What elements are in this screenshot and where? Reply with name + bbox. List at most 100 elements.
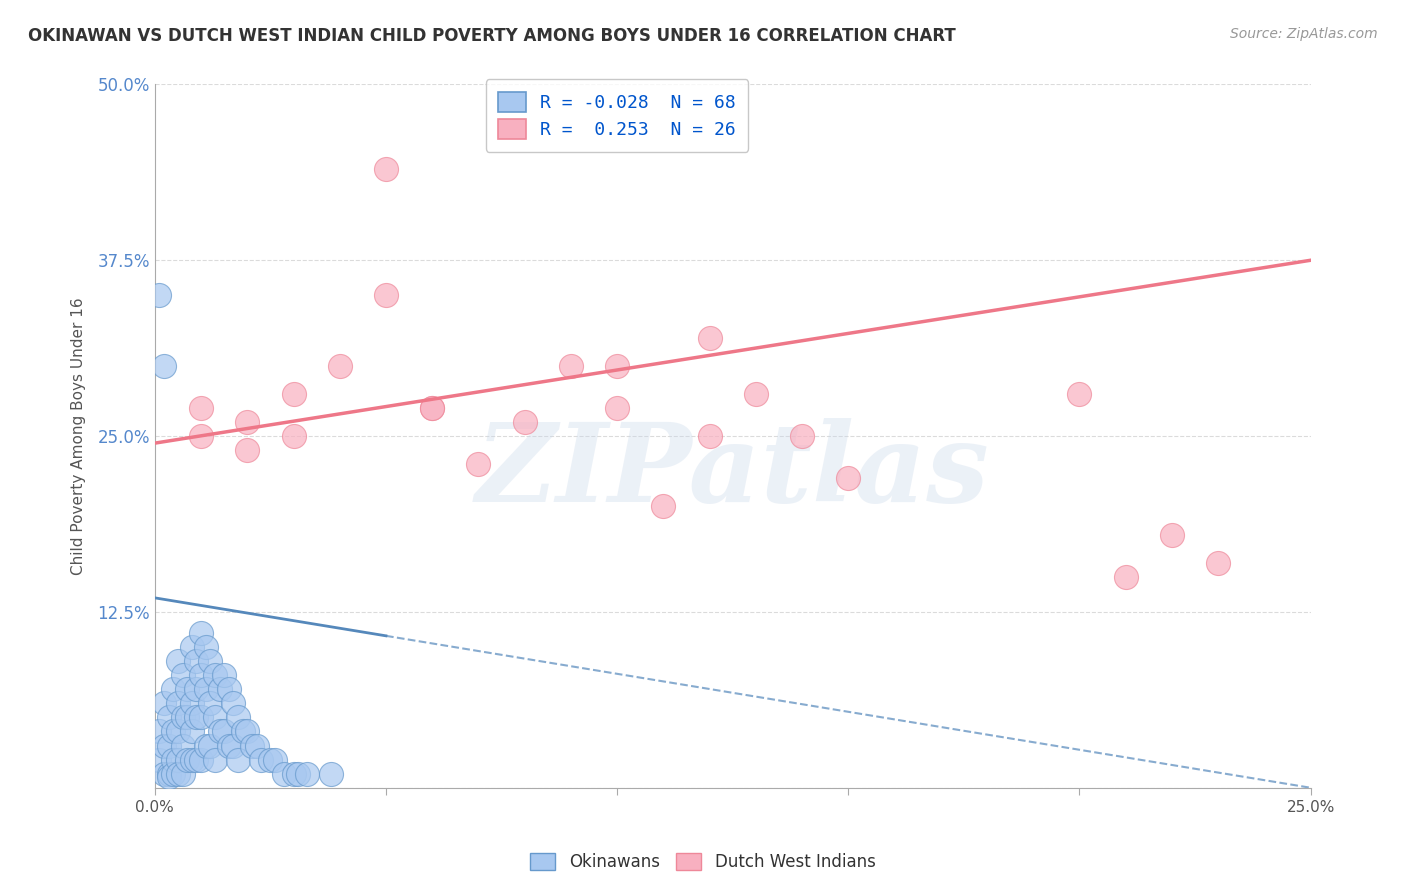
- Point: [218, 682, 240, 697]
- Point: [153, 766, 176, 780]
- Point: [190, 753, 212, 767]
- Point: [790, 429, 813, 443]
- Point: [186, 710, 208, 724]
- Text: ZIPatlas: ZIPatlas: [475, 417, 990, 525]
- Point: [172, 710, 194, 724]
- Point: [180, 640, 202, 654]
- Point: [420, 401, 443, 415]
- Point: [208, 724, 231, 739]
- Point: [167, 753, 190, 767]
- Point: [1206, 556, 1229, 570]
- Point: [236, 443, 259, 458]
- Point: [513, 415, 536, 429]
- Point: [375, 161, 398, 176]
- Point: [467, 457, 489, 471]
- Point: [375, 288, 398, 302]
- Point: [837, 471, 859, 485]
- Point: [226, 710, 249, 724]
- Point: [1069, 387, 1091, 401]
- Legend: R = -0.028  N = 68, R =  0.253  N = 26: R = -0.028 N = 68, R = 0.253 N = 26: [486, 79, 748, 152]
- Point: [329, 359, 352, 373]
- Point: [259, 753, 281, 767]
- Point: [250, 753, 273, 767]
- Point: [264, 753, 287, 767]
- Point: [200, 697, 222, 711]
- Point: [204, 753, 226, 767]
- Point: [162, 724, 184, 739]
- Point: [190, 668, 212, 682]
- Point: [162, 682, 184, 697]
- Point: [283, 766, 305, 780]
- Point: [162, 753, 184, 767]
- Point: [745, 387, 768, 401]
- Point: [176, 682, 198, 697]
- Point: [212, 724, 235, 739]
- Point: [157, 710, 180, 724]
- Point: [287, 766, 309, 780]
- Point: [180, 753, 202, 767]
- Text: Source: ZipAtlas.com: Source: ZipAtlas.com: [1230, 27, 1378, 41]
- Point: [297, 766, 319, 780]
- Point: [180, 724, 202, 739]
- Point: [204, 710, 226, 724]
- Point: [606, 359, 628, 373]
- Point: [232, 724, 254, 739]
- Point: [200, 654, 222, 668]
- Point: [222, 739, 245, 753]
- Point: [218, 739, 240, 753]
- Point: [200, 739, 222, 753]
- Point: [157, 739, 180, 753]
- Point: [162, 766, 184, 780]
- Y-axis label: Child Poverty Among Boys Under 16: Child Poverty Among Boys Under 16: [72, 297, 86, 575]
- Point: [172, 739, 194, 753]
- Point: [153, 359, 176, 373]
- Point: [176, 753, 198, 767]
- Point: [204, 668, 226, 682]
- Text: OKINAWAN VS DUTCH WEST INDIAN CHILD POVERTY AMONG BOYS UNDER 16 CORRELATION CHAR: OKINAWAN VS DUTCH WEST INDIAN CHILD POVE…: [28, 27, 956, 45]
- Point: [222, 697, 245, 711]
- Point: [172, 766, 194, 780]
- Point: [1115, 570, 1137, 584]
- Point: [226, 753, 249, 767]
- Point: [699, 429, 721, 443]
- Point: [208, 682, 231, 697]
- Point: [699, 331, 721, 345]
- Point: [148, 724, 170, 739]
- Point: [240, 739, 263, 753]
- Legend: Okinawans, Dutch West Indians: Okinawans, Dutch West Indians: [522, 845, 884, 880]
- Point: [153, 739, 176, 753]
- Point: [190, 626, 212, 640]
- Point: [167, 697, 190, 711]
- Point: [190, 401, 212, 415]
- Point: [319, 766, 342, 780]
- Point: [245, 739, 267, 753]
- Point: [283, 387, 305, 401]
- Point: [560, 359, 582, 373]
- Point: [652, 500, 675, 514]
- Point: [167, 724, 190, 739]
- Point: [283, 429, 305, 443]
- Point: [194, 739, 217, 753]
- Point: [167, 654, 190, 668]
- Point: [194, 640, 217, 654]
- Point: [212, 668, 235, 682]
- Point: [186, 654, 208, 668]
- Point: [180, 697, 202, 711]
- Point: [194, 682, 217, 697]
- Point: [236, 724, 259, 739]
- Point: [190, 710, 212, 724]
- Point: [157, 766, 180, 780]
- Point: [420, 401, 443, 415]
- Point: [186, 753, 208, 767]
- Point: [236, 415, 259, 429]
- Point: [157, 770, 180, 784]
- Point: [606, 401, 628, 415]
- Point: [148, 753, 170, 767]
- Point: [190, 429, 212, 443]
- Point: [1160, 527, 1182, 541]
- Point: [186, 682, 208, 697]
- Point: [167, 766, 190, 780]
- Point: [176, 710, 198, 724]
- Point: [273, 766, 295, 780]
- Point: [153, 697, 176, 711]
